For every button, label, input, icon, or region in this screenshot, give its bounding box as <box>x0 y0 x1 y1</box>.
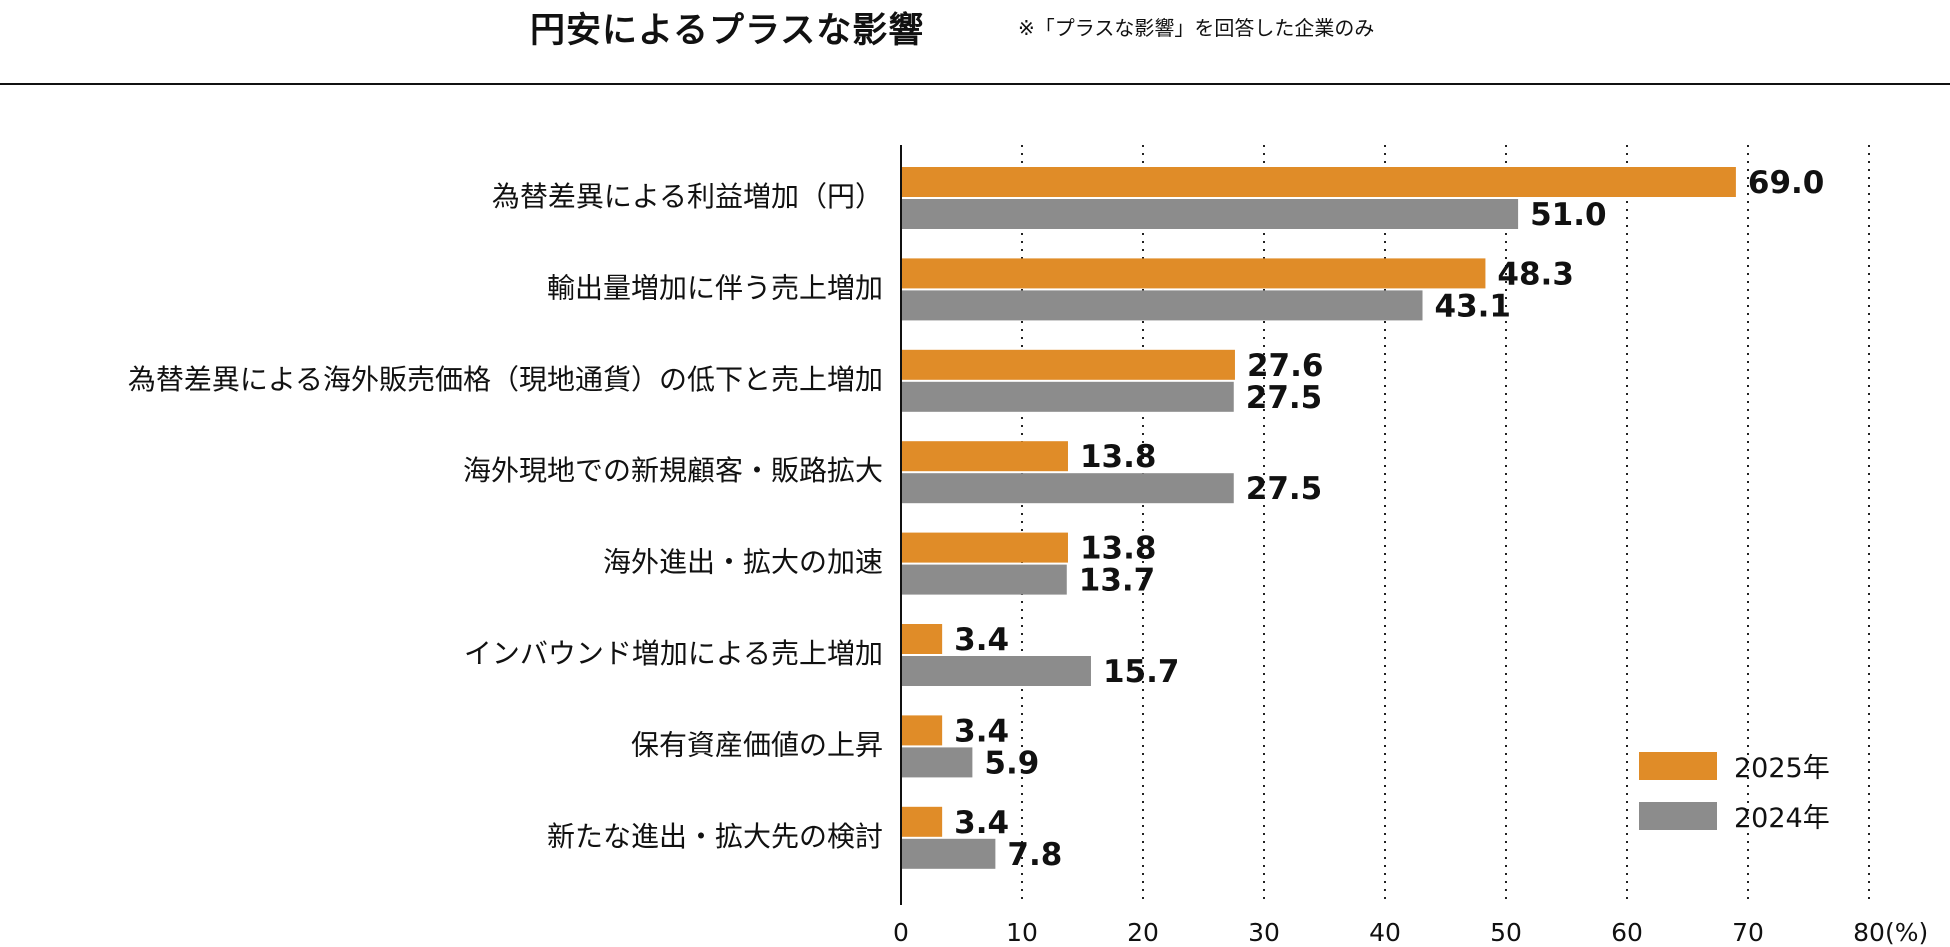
value-label-2025-5: 13.8 <box>1080 531 1157 567</box>
bar-2024-6 <box>901 656 1091 686</box>
value-label-2025-2: 48.3 <box>1497 256 1574 292</box>
bar-2024-2 <box>901 290 1423 321</box>
bar-2025-7 <box>901 715 943 746</box>
bar-2025-3 <box>901 349 1235 380</box>
value-label-2024-3: 27.5 <box>1246 380 1323 416</box>
category-label-7: 保有資産価値の上昇 <box>631 728 883 761</box>
x-tick-label-10: 10 <box>1006 918 1038 947</box>
x-tick-label-20: 20 <box>1127 918 1159 947</box>
value-label-2025-3: 27.6 <box>1247 348 1324 384</box>
value-label-2024-6: 15.7 <box>1103 654 1180 690</box>
chart-note: ※「プラスな影響」を回答した企業のみ <box>1018 16 1375 40</box>
chart-title: 円安によるプラスな影響 <box>530 11 925 51</box>
bar-2025-4 <box>901 441 1068 472</box>
value-label-2025-6: 3.4 <box>954 622 1009 658</box>
bar-2024-7 <box>901 747 973 778</box>
value-label-2024-4: 27.5 <box>1246 471 1323 507</box>
x-tick-label-0: 0 <box>893 918 909 947</box>
value-label-2024-7: 5.9 <box>984 745 1039 781</box>
bar-2025-1 <box>901 167 1736 197</box>
legend-label-2025: 2025年 <box>1734 753 1830 784</box>
x-tick-label-40: 40 <box>1369 918 1401 947</box>
x-axis-unit: (%) <box>1885 918 1928 947</box>
bar-2024-1 <box>901 199 1519 229</box>
bar-2025-6 <box>901 624 943 654</box>
category-label-2: 輸出量増加に伴う売上増加 <box>547 271 883 304</box>
value-label-2024-8: 7.8 <box>1007 837 1062 873</box>
category-label-4: 海外現地での新規顧客・販路拡大 <box>463 454 883 487</box>
category-label-1: 為替差異による利益増加（円） <box>492 180 883 213</box>
x-tick-label-60: 60 <box>1611 918 1643 947</box>
bar-2024-8 <box>901 838 996 869</box>
bar-2024-4 <box>901 473 1234 504</box>
title-divider <box>0 83 1950 85</box>
legend-swatch-2024 <box>1639 802 1717 830</box>
value-label-2024-2: 43.1 <box>1435 288 1512 324</box>
bar-2024-5 <box>901 564 1067 595</box>
legend-label-2024: 2024年 <box>1734 803 1830 834</box>
category-label-6: インバウンド増加による売上増加 <box>464 637 883 670</box>
bar-2025-8 <box>901 806 943 837</box>
value-label-2024-5: 13.7 <box>1079 563 1156 599</box>
value-label-2024-1: 51.0 <box>1530 197 1607 233</box>
x-tick-label-80: 80 <box>1853 918 1885 947</box>
value-label-2025-1: 69.0 <box>1748 165 1825 201</box>
category-label-8: 新たな進出・拡大先の検討 <box>547 820 883 853</box>
value-label-2025-8: 3.4 <box>954 805 1009 841</box>
category-label-5: 海外進出・拡大の加速 <box>603 546 883 579</box>
value-label-2025-7: 3.4 <box>954 713 1009 749</box>
x-tick-label-30: 30 <box>1248 918 1280 947</box>
bar-2025-2 <box>901 258 1486 289</box>
value-label-2025-4: 13.8 <box>1080 439 1157 475</box>
x-tick-label-50: 50 <box>1490 918 1522 947</box>
category-label-3: 為替差異による海外販売価格（現地通貨）の低下と売上増加 <box>128 363 883 396</box>
x-tick-label-70: 70 <box>1732 918 1764 947</box>
legend-swatch-2025 <box>1639 752 1717 780</box>
bar-2025-5 <box>901 532 1068 563</box>
bar-2024-3 <box>901 381 1234 412</box>
